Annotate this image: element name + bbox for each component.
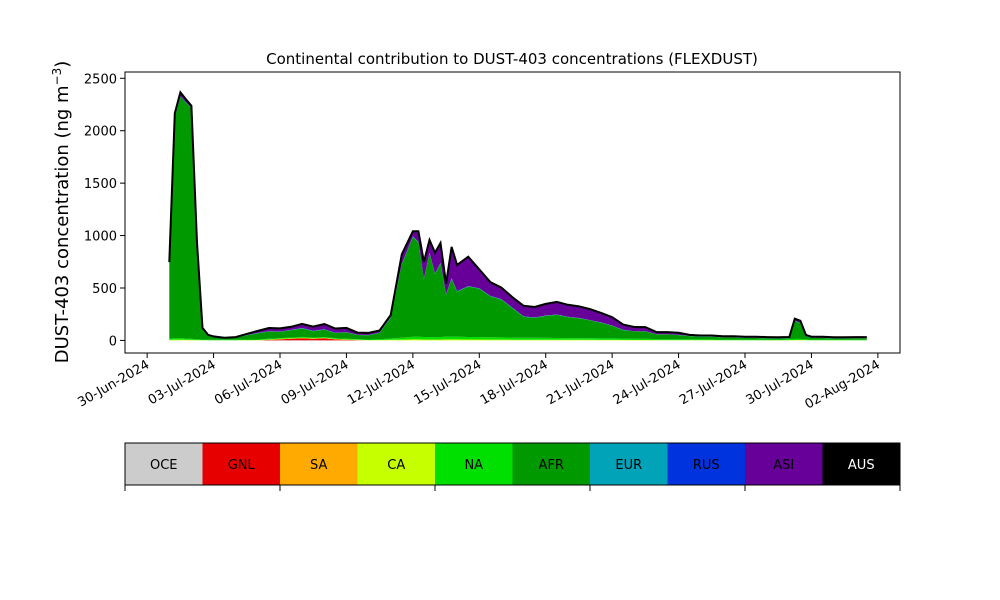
legend-swatch-sa — [280, 443, 358, 485]
x-tick-label: 24-Jul-2024 — [611, 357, 684, 408]
legend-swatch-gnl — [202, 443, 280, 485]
x-tick-label: 02-Aug-2024 — [803, 357, 883, 412]
legend-label-afr: AFR — [539, 458, 564, 473]
y-axis-label-text: DUST-403 concentration (ng m — [52, 85, 73, 363]
x-tick-label: 15-Jul-2024 — [411, 357, 484, 408]
x-tick-label: 06-Jul-2024 — [212, 357, 285, 408]
y-tick-label: 1500 — [84, 177, 117, 192]
legend-swatch-eur — [590, 443, 668, 485]
y-tick-label: 0 — [109, 334, 117, 349]
y-tick-label: 500 — [92, 282, 117, 297]
y-axis-label: DUST-403 concentration (ng m−3) — [50, 61, 73, 364]
legend-swatch-asi — [745, 443, 823, 485]
legend-label-aus: AUS — [848, 458, 875, 473]
area-series-ca — [169, 337, 867, 341]
legend-frame — [124, 442, 901, 486]
x-tick-label: 21-Jul-2024 — [544, 357, 617, 408]
x-tick-label: 18-Jul-2024 — [478, 357, 551, 408]
area-series-gnl — [169, 338, 867, 341]
x-tick-label: 09-Jul-2024 — [279, 357, 352, 408]
x-axis: 30-Jun-202403-Jul-202406-Jul-202409-Jul-… — [75, 353, 883, 413]
legend-label-asi: ASI — [773, 458, 794, 473]
x-tick-label: 03-Jul-2024 — [146, 357, 219, 408]
y-axis-label-exponent: −3 — [50, 68, 64, 86]
legend-swatch-afr — [512, 443, 590, 485]
legend-swatch-aus — [822, 443, 900, 485]
legend-label-ca: CA — [387, 458, 405, 473]
y-axis: 0 500 1000 1500 2000 2500 — [84, 72, 125, 349]
y-axis-label-close: ) — [52, 61, 73, 68]
y-tick-label: 2500 — [84, 72, 117, 87]
legend-swatch-rus — [667, 443, 745, 485]
plot-frame — [124, 71, 901, 354]
legend-label-gnl: GNL — [228, 458, 256, 473]
legend-label-rus: RUS — [693, 458, 720, 473]
legend-swatch-ca — [357, 443, 435, 485]
y-tick-label: 2000 — [84, 125, 117, 140]
x-tick-label: 30-Jun-2024 — [75, 357, 152, 410]
legend-label-na: NA — [464, 458, 483, 473]
legend-label-oce: OCE — [150, 458, 178, 473]
area-series-na — [169, 336, 867, 341]
chart-title: Continental contribution to DUST-403 con… — [266, 50, 758, 68]
x-tick-label: 27-Jul-2024 — [677, 357, 750, 408]
stacked-areas — [169, 92, 867, 341]
legend-colorbar: OCE GNL SA CA NA AFR EUR RUS ASI AUS — [124, 442, 901, 491]
legend-swatch-na — [435, 443, 513, 485]
legend-label-eur: EUR — [615, 458, 642, 473]
y-tick-label: 1000 — [84, 230, 117, 245]
total-outline-line — [168, 90, 867, 339]
legend-label-sa: SA — [310, 458, 327, 473]
legend-swatch-oce — [125, 443, 203, 485]
x-tick-label: 12-Jul-2024 — [345, 357, 418, 408]
